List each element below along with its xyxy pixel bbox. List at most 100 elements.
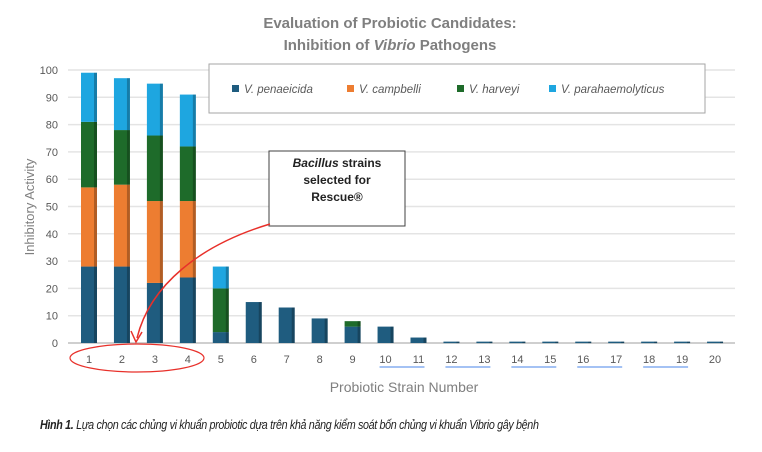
x-axis-label: Probiotic Strain Number (330, 379, 479, 395)
arrow-head-icon (130, 330, 143, 344)
bar-segment (608, 341, 625, 344)
bar-segment (212, 266, 229, 289)
bar-segment-shade (192, 94, 196, 147)
bar-segment-shade (522, 341, 526, 344)
bar-segment (146, 83, 163, 136)
x-axis-ticks: 1 2 3 4 5 6 7 8 9 10 11 12 13 14 15 16 17 18 19 20 (86, 354, 721, 368)
y-axis-label: Inhibitory Activity (22, 158, 37, 255)
bar-segment (81, 266, 97, 343)
x-tick-label: 1 (86, 354, 92, 366)
bar-segment (410, 337, 427, 343)
bar-segment-shade (687, 341, 691, 344)
legend-swatch (549, 85, 556, 92)
bar-segment-shade (390, 326, 394, 343)
y-tick-label: 0 (52, 338, 58, 350)
bar-segment-shade (225, 266, 229, 289)
title-italic: Vibrio (374, 37, 416, 54)
bar-segment (311, 318, 328, 343)
bar-segment-shade (126, 130, 130, 185)
bar-segment (146, 201, 163, 283)
chart-title-line2: Inhibition of Vibrio Pathogens (284, 37, 497, 54)
highlight-ellipse (69, 343, 205, 373)
bar-segment-shade (225, 288, 229, 333)
y-tick-label: 40 (46, 229, 58, 241)
x-tick-label: 10 (379, 354, 391, 366)
annotation-text1: strains (339, 156, 382, 170)
bar-segment-shade (258, 302, 262, 343)
chart-title-line1: Evaluation of Probiotic Candidates: (263, 15, 516, 32)
caption-label: Hình 1. (40, 418, 74, 432)
bar-segment-shade (456, 341, 460, 344)
x-tick-label: 3 (152, 354, 158, 366)
bar-segment-shade (192, 277, 196, 343)
bar-segment-shade (94, 187, 97, 267)
bar-segment (179, 201, 196, 278)
x-tick-label: 18 (643, 354, 655, 366)
bar-segment (81, 72, 97, 122)
annotation: Bacillus strains selected for Rescue® (69, 150, 406, 373)
x-tick-label: 8 (317, 354, 323, 366)
bar-segment-shade (291, 307, 295, 343)
legend: V. penaeicida V. campbelli V. harveyi V. pa… (208, 63, 706, 114)
bars (81, 72, 724, 344)
bar-segment-shade (225, 332, 229, 343)
bar-segment (707, 341, 724, 344)
bar-segment (113, 184, 130, 267)
figure-caption: Hình 1. Lựa chọn các chủng vi khuẩn prob… (40, 418, 642, 432)
bar-segment (575, 341, 592, 344)
annotation-box (268, 150, 406, 227)
legend-label: V. harveyi (469, 84, 520, 96)
bar-segment (113, 266, 130, 343)
bar-segment-shade (94, 121, 97, 188)
bar-segment-shade (126, 266, 130, 343)
bar-segment-shade (94, 266, 97, 343)
legend-swatch (347, 85, 354, 92)
x-tick-label: 6 (251, 354, 257, 366)
bar-segment-shade (357, 321, 361, 327)
y-tick-label: 20 (46, 283, 58, 295)
annotation-text2: selected for (303, 173, 371, 187)
bar-segment-shade (126, 184, 130, 267)
bar-segment (146, 135, 163, 202)
bar-segment (674, 341, 691, 344)
bar-segment (278, 307, 295, 343)
bar-segment-shade (555, 341, 559, 344)
bar-segment (641, 341, 658, 344)
x-tick-label: 15 (544, 354, 556, 366)
x-tick-label: 19 (676, 354, 688, 366)
bar-segment (212, 288, 229, 333)
bar-segment (113, 130, 130, 185)
bar-segment-shade (159, 201, 163, 283)
bar-segment-shade (159, 83, 163, 136)
y-tick-label: 100 (40, 65, 58, 77)
x-tick-label: 13 (478, 354, 490, 366)
annotation-text3: Rescue® (311, 190, 363, 204)
x-tick-label: 9 (350, 354, 356, 366)
bar-segment (377, 326, 394, 343)
legend-label: V. penaeicida (244, 84, 313, 96)
bar-segment (344, 321, 361, 327)
y-tick-label: 70 (46, 147, 58, 159)
y-tick-label: 60 (46, 174, 58, 186)
y-axis-ticks: 0 10 20 30 40 50 60 70 80 90 100 (40, 65, 58, 350)
y-tick-label: 10 (46, 311, 58, 323)
bar-segment (179, 277, 196, 343)
bar-segment-shade (192, 146, 196, 202)
legend-swatch (232, 85, 239, 92)
bar-segment (476, 341, 493, 344)
bar-segment-shade (357, 326, 361, 343)
y-tick-label: 80 (46, 120, 58, 132)
bar-segment (113, 78, 130, 131)
x-tick-label: 20 (709, 354, 721, 366)
bar-segment (146, 282, 163, 343)
bar-segment-shade (159, 135, 163, 202)
bar-segment-shade (192, 201, 196, 278)
x-tick-label: 4 (185, 354, 191, 366)
bar-segment-shade (588, 341, 592, 344)
bar-segment (212, 332, 229, 343)
title-post: Pathogens (416, 37, 497, 54)
x-tick-label: 17 (610, 354, 622, 366)
y-tick-label: 90 (46, 92, 58, 104)
x-tick-label: 2 (119, 354, 125, 366)
